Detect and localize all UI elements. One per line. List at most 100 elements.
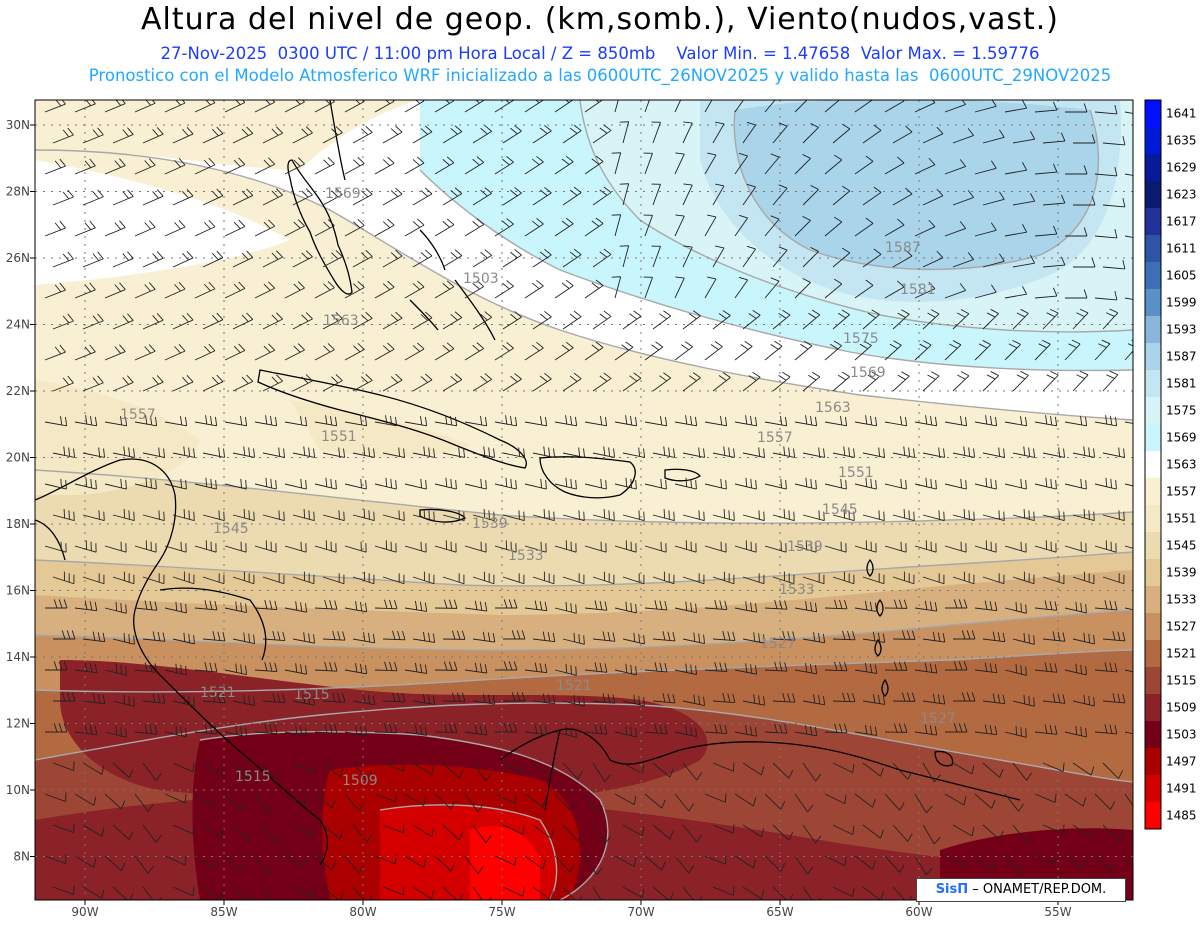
wind-barb	[314, 157, 335, 175]
wind-barb	[884, 599, 908, 609]
wind-barb	[1012, 131, 1036, 144]
wind-barb	[1004, 162, 1028, 175]
colorbar-label: 1509	[1166, 701, 1197, 715]
wind-barb	[1102, 136, 1126, 146]
wind-barb	[862, 186, 882, 206]
wind-barb	[554, 725, 577, 738]
wind-barb	[854, 855, 876, 870]
wind-barb	[884, 541, 907, 553]
wind-barb	[622, 694, 645, 707]
contour-label: 1515	[294, 687, 330, 703]
wind-barb	[1064, 663, 1087, 676]
wind-barb	[1034, 540, 1057, 553]
contour-label: 1563	[815, 400, 851, 416]
wind-barb	[592, 571, 615, 585]
wind-barb	[224, 157, 246, 175]
wind-barb	[742, 447, 765, 458]
wind-barb	[172, 312, 194, 330]
wind-barb	[232, 886, 253, 900]
wind-barb	[382, 885, 405, 896]
wind-barb	[772, 762, 794, 779]
wind-barb	[982, 371, 999, 392]
wind-barb	[194, 281, 216, 299]
wind-barb	[494, 855, 517, 866]
wind-barb	[674, 341, 693, 361]
wind-barb	[802, 824, 822, 844]
wind-barb	[224, 219, 246, 237]
wind-barb	[374, 415, 398, 427]
wind-barb	[862, 309, 880, 330]
wind-barb	[914, 855, 933, 876]
wind-barb	[1124, 855, 1133, 869]
wind-barb	[622, 886, 645, 899]
wind-barb	[643, 276, 653, 299]
wind-barb	[764, 855, 786, 872]
wind-barb	[464, 662, 488, 674]
wind-barb	[254, 477, 277, 490]
sispi-logo: SisΠ	[935, 882, 969, 897]
wind-barb	[974, 724, 998, 736]
wind-barb	[764, 100, 776, 113]
wind-barb	[472, 762, 492, 782]
wind-barb	[284, 100, 305, 113]
wind-barb	[1034, 101, 1058, 113]
contour-label: 1521	[556, 678, 592, 694]
wind-barb	[524, 855, 547, 870]
wind-barb	[82, 510, 105, 522]
wind-barb	[464, 793, 484, 813]
wind-barb	[982, 253, 1005, 268]
wind-barb	[142, 631, 166, 642]
wind-barb	[112, 127, 134, 144]
wind-barb	[1064, 339, 1081, 361]
wind-barb	[712, 446, 735, 458]
wind-barb	[254, 599, 278, 610]
latitude-label: 8N	[13, 850, 30, 864]
wind-barb	[532, 372, 552, 392]
wind-barb	[802, 309, 821, 330]
wind-barb	[952, 309, 970, 330]
wind-barb	[434, 218, 455, 237]
wind-barb	[442, 510, 465, 522]
wind-barb	[292, 446, 315, 458]
wind-barb	[45, 661, 68, 671]
wind-barb	[1094, 600, 1118, 611]
wind-barb	[472, 125, 492, 144]
wind-barb	[643, 152, 653, 175]
wind-barb	[764, 215, 780, 237]
wind-barb	[464, 156, 485, 175]
wind-barb	[554, 217, 574, 237]
wind-barb	[314, 855, 336, 871]
wind-barb	[434, 540, 457, 553]
wind-barb	[562, 694, 585, 707]
wind-barb	[622, 573, 645, 585]
colorbar-label: 1533	[1166, 593, 1197, 607]
wind-barb	[134, 477, 157, 490]
wind-barb	[1094, 855, 1116, 872]
wind-barb	[262, 250, 283, 268]
wind-barb	[1064, 478, 1087, 490]
wind-barb	[142, 693, 166, 704]
wind-barb	[1004, 855, 1024, 874]
wind-barb	[854, 477, 877, 490]
wind-barb	[172, 446, 195, 458]
wind-barb	[794, 793, 814, 813]
wind-barb	[254, 219, 276, 237]
wind-barb	[1124, 669, 1133, 673]
wind-barb	[862, 631, 886, 643]
wind-barb	[104, 663, 127, 676]
wind-barb	[232, 188, 254, 206]
wind-barb	[772, 122, 788, 144]
wind-barb	[1004, 793, 1024, 812]
wind-barb	[914, 793, 933, 814]
colorbar-swatch	[1145, 262, 1161, 289]
wind-barb	[202, 374, 224, 392]
colorbar-label: 1635	[1166, 134, 1197, 148]
wind-barb	[764, 661, 788, 672]
wind-barb	[982, 191, 1005, 206]
wind-barb	[134, 100, 156, 113]
wind-barb	[404, 478, 427, 490]
colorbar-label: 1641	[1166, 107, 1197, 121]
wind-barb	[74, 855, 97, 868]
wind-barb	[434, 723, 458, 733]
